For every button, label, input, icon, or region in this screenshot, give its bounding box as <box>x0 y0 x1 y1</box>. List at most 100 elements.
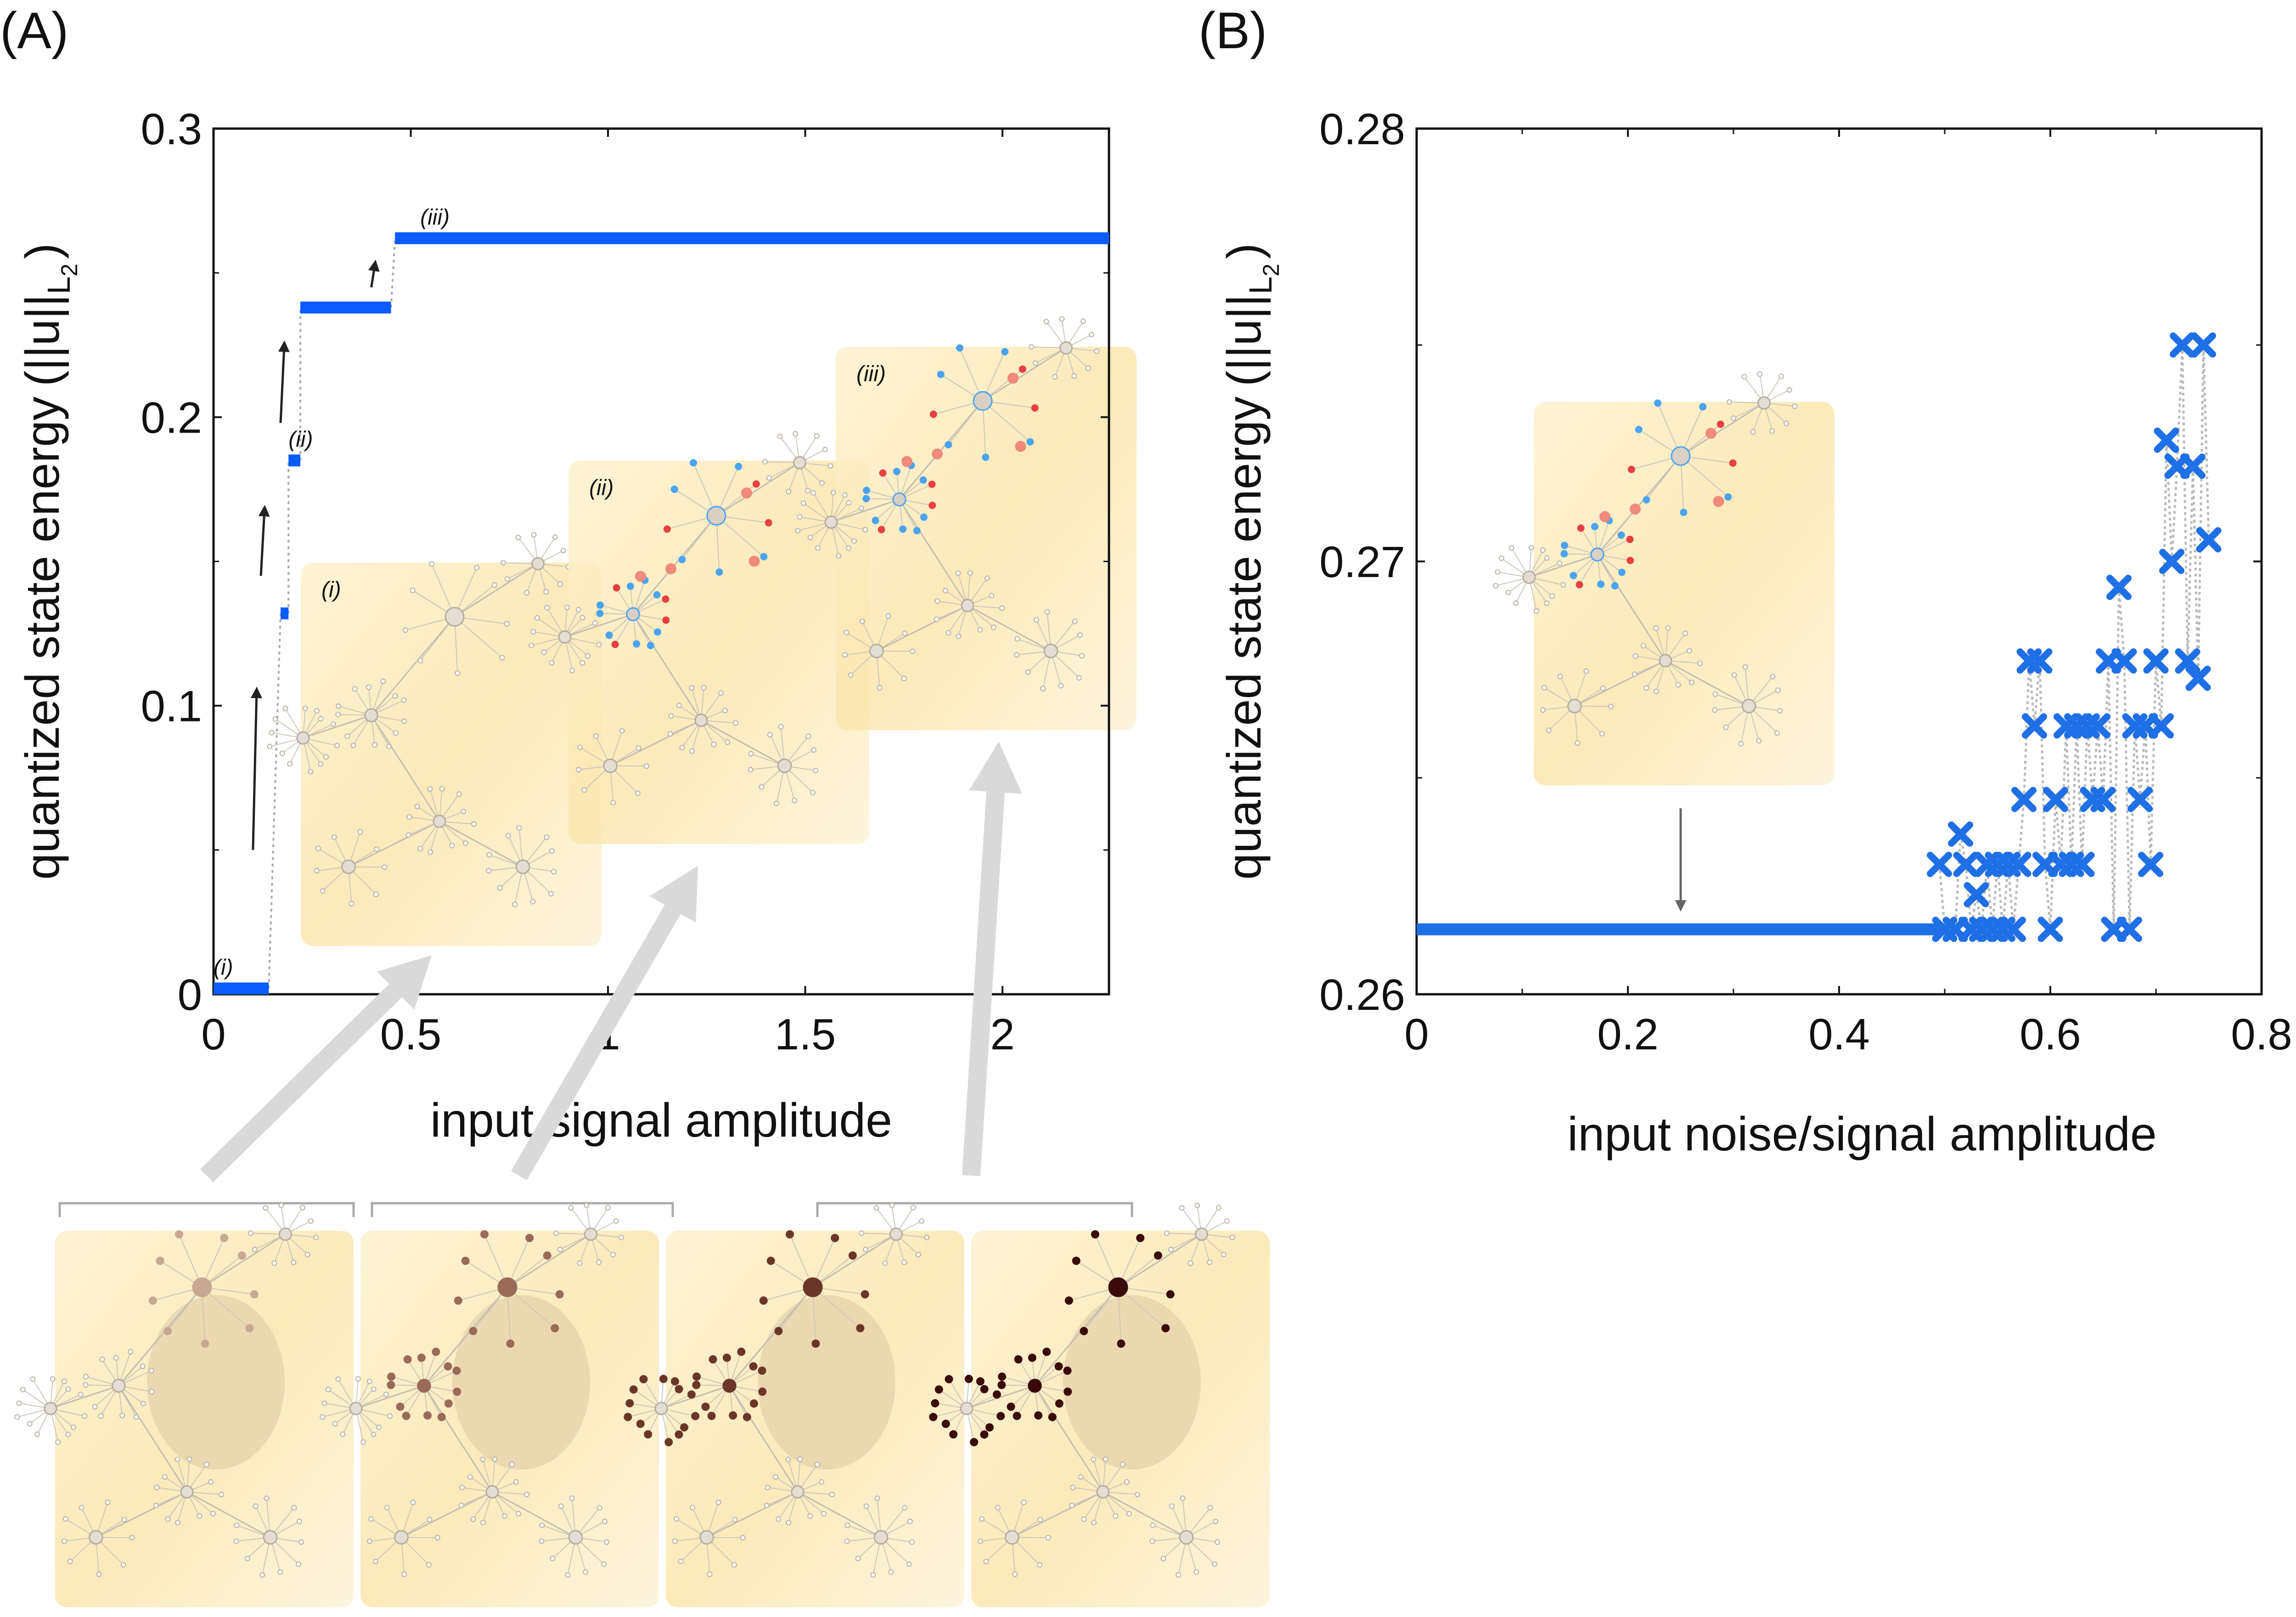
network-node <box>934 598 940 604</box>
network-node <box>888 1569 894 1575</box>
network-node <box>934 1385 943 1394</box>
network-node <box>689 1504 695 1510</box>
network-node <box>541 649 547 655</box>
network-node <box>1770 674 1776 680</box>
network-node <box>548 890 554 896</box>
network-node <box>1643 685 1649 691</box>
x-tick-label: 0.5 <box>380 1010 441 1059</box>
network-node <box>1064 1387 1072 1396</box>
network-node <box>372 1559 378 1565</box>
network-node <box>848 1251 857 1260</box>
network-node <box>855 1555 861 1561</box>
network-node <box>444 1362 452 1371</box>
network-node <box>387 1413 393 1419</box>
network-edge <box>303 715 371 739</box>
network-edge <box>202 1287 250 1329</box>
network-node <box>929 411 937 418</box>
network-node <box>1556 560 1562 566</box>
network-node <box>1738 741 1744 747</box>
network-hub <box>1590 547 1604 562</box>
network-node <box>643 763 649 769</box>
network-node <box>980 1385 989 1393</box>
data-point-stroke <box>1948 821 1973 847</box>
series-connector <box>2123 661 2131 930</box>
active-region-halo <box>758 1295 895 1470</box>
network-node <box>996 1412 1005 1420</box>
network-node <box>707 1412 716 1420</box>
network-node <box>918 1218 924 1224</box>
network-node <box>583 1569 589 1575</box>
network-node <box>543 1251 551 1260</box>
network-node <box>308 769 314 775</box>
network-node <box>1495 569 1501 575</box>
data-point <box>2127 787 2153 812</box>
network-node <box>765 519 772 527</box>
data-point-stroke <box>1953 851 1979 877</box>
network-edge <box>1103 1491 1187 1538</box>
network-node <box>858 505 864 511</box>
data-point-stroke <box>2069 851 2095 877</box>
network-edge <box>899 499 968 606</box>
network-edge <box>982 400 1031 442</box>
network-node <box>34 1431 40 1437</box>
series-connector <box>2081 726 2088 865</box>
network-hub <box>1043 643 1058 659</box>
network-node <box>129 1535 135 1541</box>
network-node <box>766 1256 775 1265</box>
inset-label: (i) <box>321 578 341 602</box>
network-edge <box>50 1385 119 1409</box>
data-point <box>2138 851 2163 877</box>
network-edge <box>701 720 785 766</box>
network-node <box>278 1202 284 1208</box>
network-node <box>1079 653 1085 659</box>
network-edge <box>492 1491 576 1538</box>
network-node <box>1021 1499 1027 1505</box>
network-node <box>1113 1513 1119 1519</box>
data-point-stroke <box>2006 851 2032 877</box>
network-node <box>1043 319 1049 325</box>
network-node <box>1012 1571 1018 1577</box>
network-node <box>335 711 341 717</box>
network-edge <box>423 1385 493 1493</box>
network-node <box>1064 1296 1073 1305</box>
network-node <box>774 800 780 806</box>
bottom-network-panels <box>14 742 1270 1607</box>
network-node <box>414 803 420 809</box>
data-point-stroke <box>2127 787 2153 812</box>
network-node <box>818 1479 824 1485</box>
network-node <box>298 1539 304 1545</box>
network-node <box>552 534 558 540</box>
data-point <box>2069 851 2095 877</box>
network-node <box>524 1492 530 1498</box>
network-node <box>1176 1572 1182 1578</box>
network-hub <box>584 1228 597 1241</box>
network-node <box>982 453 990 461</box>
network-hub <box>960 1402 974 1415</box>
network-node <box>701 1403 710 1411</box>
network-edge <box>716 515 765 557</box>
network-edge <box>564 614 633 638</box>
data-point-stroke <box>2175 648 2200 674</box>
network-edge <box>831 499 900 523</box>
network-node <box>454 1296 462 1305</box>
network-node <box>613 1218 619 1224</box>
network-node <box>1635 426 1643 434</box>
data-point <box>2175 648 2200 674</box>
network-node <box>831 1234 839 1242</box>
network-node <box>878 526 885 534</box>
network-node <box>636 1420 645 1428</box>
network-node <box>1682 631 1688 637</box>
jump-arrow <box>278 340 290 423</box>
network-node <box>332 1421 338 1427</box>
network-node <box>1583 668 1589 674</box>
network-node <box>360 1439 366 1445</box>
data-point <box>2180 453 2206 479</box>
network-node <box>174 1456 180 1462</box>
network-node <box>480 1456 486 1462</box>
network-node <box>432 1347 440 1356</box>
network-node <box>1091 1520 1097 1526</box>
x-tick-label: 0.6 <box>2020 1010 2081 1059</box>
network-node <box>692 1372 701 1381</box>
network-hub <box>558 630 572 644</box>
network-node <box>715 568 723 576</box>
